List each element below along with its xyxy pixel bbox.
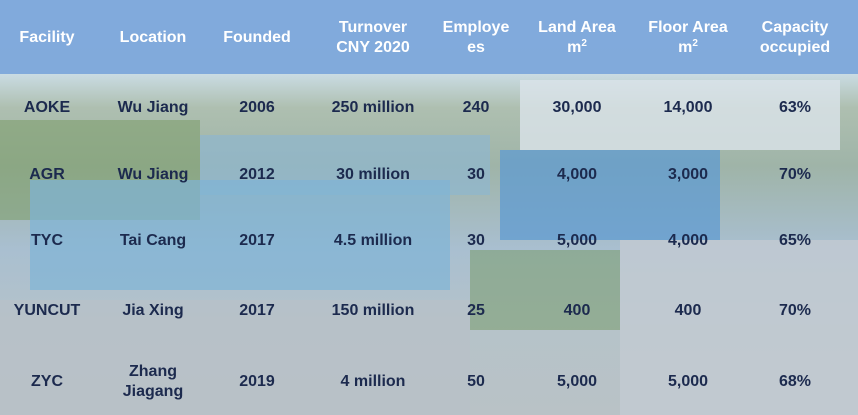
cell-facility: ZYC [31, 373, 63, 390]
photo-trees [470, 250, 620, 330]
cell-location: Jia Xing [122, 302, 184, 319]
cell-location: Zhang Jiagang [122, 363, 184, 400]
cell-capacity: 68% [778, 373, 812, 390]
cell-facility: AGR [29, 166, 65, 183]
cell-floor-area: 5,000 [667, 373, 709, 390]
cell-capacity: 65% [778, 232, 812, 249]
cell-floor-area: 14,000 [663, 99, 713, 116]
cell-employees: 240 [462, 99, 490, 116]
header-floor-area: Floor Area m2 [648, 19, 728, 56]
header-band [0, 0, 858, 74]
cell-land-area: 5,000 [556, 373, 598, 390]
cell-founded: 2019 [239, 373, 275, 390]
cell-facility: YUNCUT [13, 302, 81, 319]
header-facility: Facility [19, 29, 75, 46]
cell-turnover: 30 million [336, 166, 410, 183]
cell-location: Wu Jiang [117, 99, 189, 116]
cell-founded: 2017 [239, 232, 275, 249]
cell-employees: 25 [467, 302, 485, 319]
cell-employees: 50 [467, 373, 485, 390]
cell-land-area: 5,000 [556, 232, 598, 249]
cell-founded: 2012 [239, 166, 275, 183]
cell-facility: TYC [31, 232, 63, 249]
photo-roof [500, 150, 720, 240]
cell-location: Wu Jiang [117, 166, 189, 183]
cell-floor-area: 400 [674, 302, 702, 319]
cell-land-area: 400 [563, 302, 591, 319]
cell-turnover: 4.5 million [333, 232, 413, 249]
cell-facility: AOKE [23, 99, 71, 116]
header-capacity: Capacity occupied [759, 19, 831, 56]
cell-land-area: 30,000 [552, 99, 602, 116]
cell-land-area: 4,000 [556, 166, 598, 183]
photo-parking [620, 240, 858, 415]
photo-roof [30, 180, 450, 290]
header-founded: Founded [223, 29, 291, 46]
header-location: Location [119, 29, 187, 46]
cell-location: Tai Cang [119, 232, 187, 249]
cell-turnover: 250 million [331, 99, 415, 116]
header-turnover: Turnover CNY 2020 [336, 19, 410, 56]
cell-capacity: 70% [778, 302, 812, 319]
cell-turnover: 150 million [331, 302, 415, 319]
cell-founded: 2006 [239, 99, 275, 116]
cell-capacity: 70% [778, 166, 812, 183]
cell-floor-area: 3,000 [667, 166, 709, 183]
photo-buildings [0, 300, 470, 415]
photo-building [520, 80, 840, 150]
cell-capacity: 63% [778, 99, 812, 116]
cell-founded: 2017 [239, 302, 275, 319]
cell-floor-area: 4,000 [667, 232, 709, 249]
cell-employees: 30 [467, 232, 485, 249]
cell-employees: 30 [467, 166, 485, 183]
header-land-area: Land Area m2 [538, 19, 616, 56]
cell-turnover: 4 million [340, 373, 406, 390]
header-employees: Employe es [442, 19, 510, 56]
